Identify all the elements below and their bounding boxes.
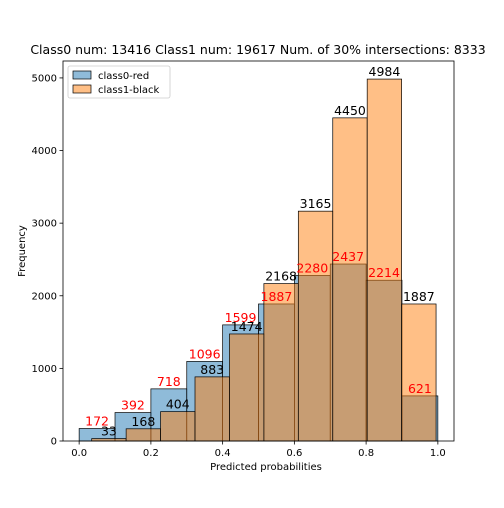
legend-swatch-class0-red	[72, 70, 92, 80]
bar-class1-black-6	[297, 210, 334, 442]
legend-label-class0-red: class0-red	[98, 71, 149, 82]
x-tick-label: 0.2	[143, 448, 159, 459]
bar-value-label-class1-black-9: 1887	[403, 289, 435, 304]
x-tick-label: 0.6	[286, 448, 302, 459]
bar-class1-black-8	[366, 78, 402, 442]
axes-frame	[62, 60, 455, 442]
x-tick-label: 0.8	[358, 448, 374, 459]
bar-value-label-class1-black-5: 2168	[265, 269, 297, 284]
x-tick-label: 1.0	[430, 448, 446, 459]
bar-value-label-class0-red-9: 621	[408, 381, 432, 396]
bar-value-label-class0-red-6: 2280	[296, 260, 328, 275]
x-axis-label: Predicted probabilities	[210, 462, 322, 473]
bar-value-label-class0-red-0: 172	[85, 414, 109, 429]
bar-value-label-class0-red-5: 1887	[261, 289, 293, 304]
plot-area: 1723927181096159918872280243722146213316…	[32, 60, 455, 459]
bar-class1-black-2	[160, 411, 196, 442]
y-tick-label: 5000	[32, 73, 57, 84]
chart-title: Class0 num: 13416 Class1 num: 19617 Num.…	[30, 42, 485, 57]
y-axis-label: Frequency	[17, 225, 28, 277]
legend-label-class1-black: class1-black	[98, 85, 160, 96]
bar-value-label-class0-red-7: 2437	[332, 249, 364, 264]
bar-class1-black-1	[125, 428, 161, 442]
bar-value-label-class1-black-7: 4450	[334, 103, 366, 118]
bar-class1-black-7	[332, 117, 368, 442]
bar-value-label-class1-black-4: 1474	[231, 319, 263, 334]
bar-value-label-class0-red-8: 2214	[368, 265, 400, 280]
bar-class1-black-9	[401, 303, 437, 442]
bar-value-label-class0-red-4: 1599	[225, 310, 257, 325]
bar-value-label-class1-black-6: 3165	[300, 196, 332, 211]
legend-box	[67, 65, 171, 99]
bar-value-label-class0-red-2: 718	[157, 374, 181, 389]
bar-class1-black-5	[263, 283, 299, 442]
bar-class1-black-3	[194, 376, 230, 442]
legend: class0-red class1-black	[67, 65, 171, 99]
y-tick-label: 1000	[32, 364, 57, 375]
bar-value-label-class0-red-1: 392	[121, 398, 145, 413]
y-tick-label: 0	[51, 437, 57, 448]
bar-value-label-class1-black-8: 4984	[369, 64, 401, 79]
bar-value-label-class0-red-3: 1096	[189, 346, 221, 361]
bar-value-label-class1-black-0: 33	[101, 424, 117, 439]
y-tick-label: 2000	[32, 291, 57, 302]
bar-value-label-class1-black-2: 404	[166, 397, 190, 412]
legend-swatch-class1-black	[72, 84, 92, 94]
bar-value-label-class1-black-3: 883	[200, 362, 224, 377]
x-tick-label: 0.4	[215, 448, 231, 459]
y-tick-label: 4000	[32, 146, 57, 157]
bar-class1-black-4	[229, 333, 265, 442]
x-tick-label: 0.0	[71, 448, 87, 459]
bar-value-label-class1-black-1: 168	[131, 414, 155, 429]
y-tick-label: 3000	[32, 219, 57, 230]
